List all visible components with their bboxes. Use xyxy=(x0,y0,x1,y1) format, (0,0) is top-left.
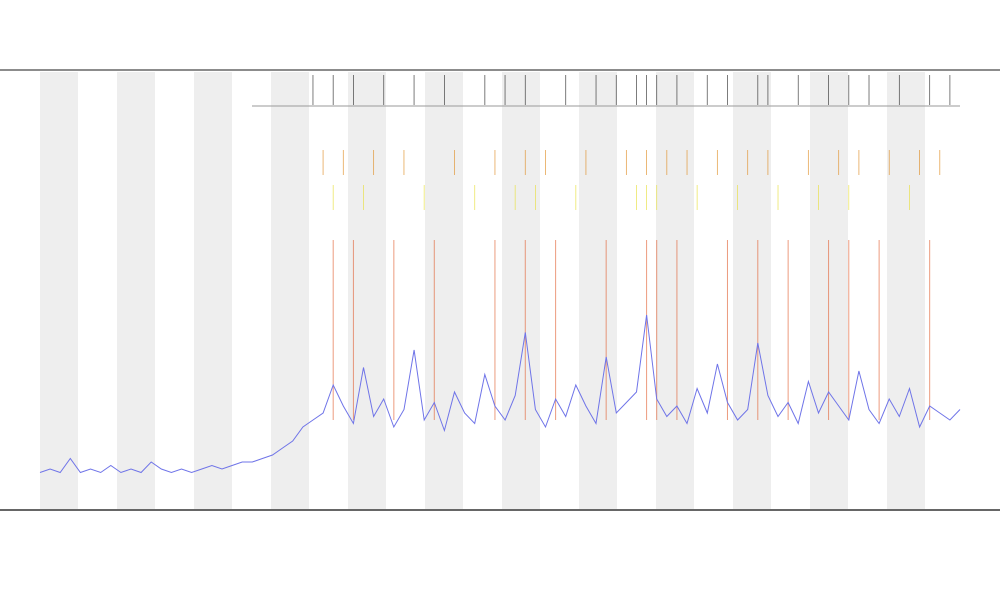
band xyxy=(348,72,386,509)
band xyxy=(117,72,155,509)
background-bands xyxy=(40,72,925,509)
band xyxy=(887,72,925,509)
band xyxy=(502,72,540,509)
band xyxy=(271,72,309,509)
band xyxy=(425,72,463,509)
series-line xyxy=(39,314,961,474)
band xyxy=(579,72,617,509)
band xyxy=(656,72,694,509)
band xyxy=(40,72,78,509)
band xyxy=(733,72,771,509)
band xyxy=(194,72,232,509)
